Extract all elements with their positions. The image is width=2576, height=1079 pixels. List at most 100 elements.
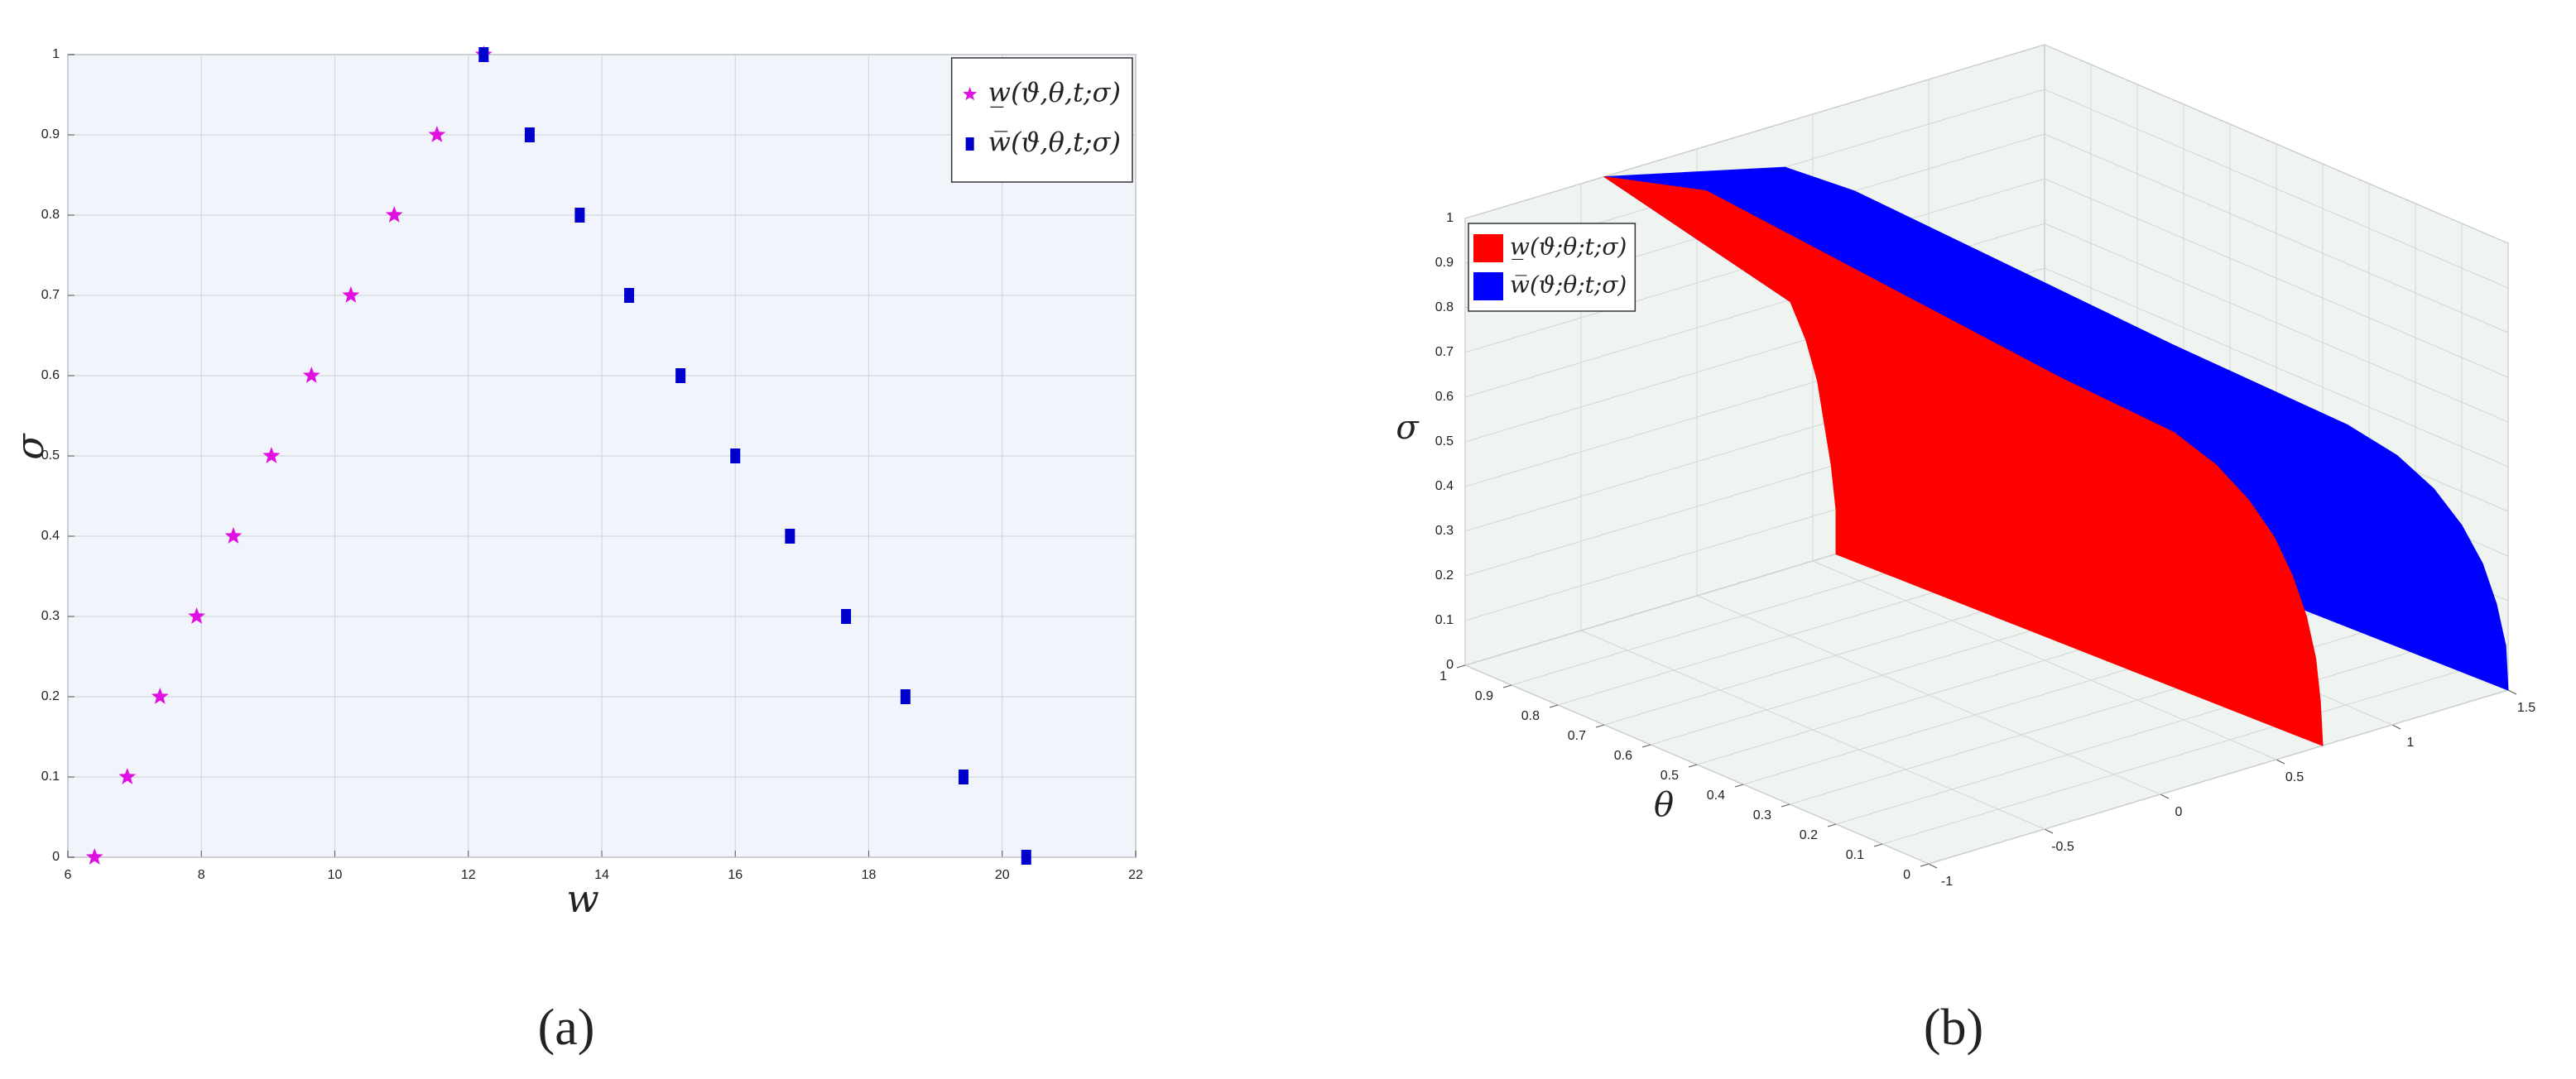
y-tick-label: 0 <box>1903 868 1910 882</box>
x-tick-label: 18 <box>862 868 877 882</box>
z-tick-label: 0.5 <box>1435 434 1454 448</box>
tick-mark <box>2044 828 2054 834</box>
star-marker <box>85 848 103 865</box>
x-tick-label: 14 <box>594 868 609 882</box>
tick-mark <box>1827 823 1837 827</box>
z-tick-label: 0.6 <box>1435 390 1454 404</box>
star-marker <box>188 607 206 624</box>
legend: w̲(ϑ;θ;t;σ) w̅(ϑ;θ;t;σ) <box>1468 223 1636 312</box>
star-marker <box>302 367 320 383</box>
star-marker <box>342 286 360 303</box>
grid-line <box>1464 44 2045 219</box>
legend-label: w̲(ϑ,θ,t;σ) <box>988 77 1121 108</box>
z-tick-label: 0.2 <box>1435 568 1454 583</box>
x-tick-label: 10 <box>328 868 343 882</box>
grid-line <box>1835 650 2416 825</box>
x-tick-label: -1 <box>1941 875 1953 889</box>
y-tick-label: 0.8 <box>1521 709 1540 723</box>
y-tick-label: 0.3 <box>41 609 60 623</box>
y-tick-label: 0.4 <box>41 529 60 543</box>
y-tick-label: 0.5 <box>1660 769 1679 783</box>
tick-mark <box>1549 704 1559 708</box>
y-tick-label: 0.7 <box>1568 729 1586 743</box>
legend-swatch <box>1473 272 1503 300</box>
y-tick-label: 0.4 <box>1707 789 1725 803</box>
z-tick-label: 0.1 <box>1435 613 1454 627</box>
y-axis-label: σ <box>7 433 52 460</box>
y-tick-label: 1 <box>1439 669 1447 683</box>
star-marker <box>385 206 403 223</box>
surface-patch <box>1603 176 2115 411</box>
z-axis-label: σ <box>1396 409 1420 447</box>
y-tick-label: 0.9 <box>1475 689 1493 703</box>
legend-label: w̅(ϑ,θ,t;σ) <box>988 127 1121 158</box>
legend-marker <box>963 87 978 101</box>
square-marker <box>675 368 686 383</box>
star-marker <box>262 447 281 463</box>
square-marker <box>478 47 489 62</box>
square-marker <box>730 448 741 463</box>
y-tick-label: 0.1 <box>41 770 60 784</box>
square-marker <box>785 529 795 544</box>
x-tick-label: 20 <box>995 868 1010 882</box>
x-tick-label: 6 <box>65 868 72 882</box>
y-axis-label: θ <box>1654 786 1674 824</box>
z-tick-label: 1 <box>1446 211 1454 225</box>
square-marker <box>841 609 852 624</box>
y-tick-label: 0.2 <box>41 689 60 703</box>
square-marker <box>624 288 635 303</box>
z-tick-label: 0.3 <box>1435 524 1454 538</box>
x-axis-label: w <box>566 876 598 921</box>
tick-mark <box>1928 863 1938 869</box>
star-marker <box>151 688 169 704</box>
tick-mark <box>1595 724 1605 728</box>
legend-label: w̅(ϑ;θ;t;σ) <box>1510 271 1627 299</box>
tick-mark <box>1781 803 1790 808</box>
tick-mark <box>1456 664 1466 669</box>
y-tick-label: 0 <box>52 850 60 864</box>
y-tick-label: 0.8 <box>41 208 60 222</box>
z-tick-label: 0 <box>1446 658 1454 672</box>
y-tick-label: 0.7 <box>41 288 60 302</box>
tick-mark <box>1734 784 1744 788</box>
star-marker <box>118 768 137 784</box>
caption: (b) <box>1924 1000 1983 1056</box>
y-tick-label: 0.3 <box>1753 808 1771 822</box>
x-tick-label: 8 <box>198 868 205 882</box>
tick-mark <box>1873 843 1883 847</box>
square-marker <box>524 127 535 142</box>
tick-mark <box>2276 759 2285 765</box>
y-tick-label: 0.6 <box>1614 749 1632 763</box>
square-marker <box>574 208 585 223</box>
legend-marker <box>965 137 974 151</box>
x-tick-label: -0.5 <box>2051 840 2074 854</box>
x-tick-label: 16 <box>728 868 743 882</box>
caption: (a) <box>538 1000 595 1056</box>
x-tick-label: 1 <box>2407 736 2415 750</box>
y-tick-label: 0.2 <box>1800 828 1818 842</box>
legend: w̲(ϑ,θ,t;σ) w̅(ϑ,θ,t;σ) <box>950 57 1133 183</box>
tick-mark <box>1502 684 1512 688</box>
z-tick-label: 0.7 <box>1435 345 1454 359</box>
legend-swatch <box>1473 234 1503 262</box>
z-tick-label: 0.9 <box>1435 256 1454 270</box>
tick-mark <box>1688 764 1698 768</box>
legend-label: w̲(ϑ;θ;t;σ) <box>1510 233 1627 261</box>
star-marker <box>428 126 446 142</box>
tick-mark <box>2391 724 2401 730</box>
x-tick-label: 1.5 <box>2517 701 2535 715</box>
x-tick-label: 22 <box>1128 868 1143 882</box>
star-marker <box>224 527 243 544</box>
z-tick-label: 0.8 <box>1435 300 1454 314</box>
grid-line <box>1882 669 2463 845</box>
tick-mark <box>2160 794 2170 799</box>
x-tick-label: 0.5 <box>2285 770 2304 784</box>
square-marker <box>900 689 911 704</box>
square-marker <box>1021 850 1031 865</box>
legend-box <box>950 57 1133 183</box>
x-tick-label: 0 <box>2175 805 2183 819</box>
y-tick-label: 0.6 <box>41 368 60 382</box>
tick-mark <box>2507 689 2517 695</box>
y-tick-label: 1 <box>52 47 60 61</box>
